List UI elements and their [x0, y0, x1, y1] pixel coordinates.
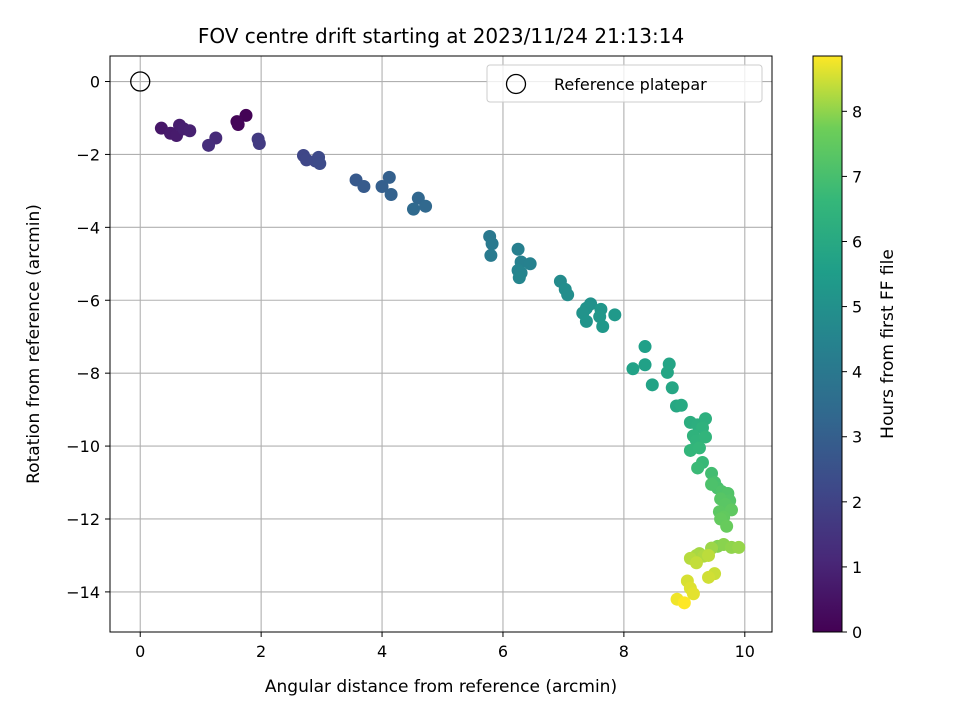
x-axis-label: Angular distance from reference (arcmin)	[265, 677, 617, 697]
drift-point	[626, 362, 640, 376]
drift-point	[384, 188, 398, 202]
drift-point	[512, 271, 526, 285]
reference-point	[130, 71, 151, 92]
y-tick-label: −6	[76, 291, 100, 310]
colorbar-tick-label: 4	[852, 363, 862, 382]
drift-point	[419, 199, 433, 213]
chart-title: FOV centre drift starting at 2023/11/24 …	[198, 24, 684, 48]
x-tick-label: 2	[256, 642, 266, 661]
drift-point	[702, 570, 716, 584]
x-tick-label: 0	[135, 642, 145, 661]
drift-point	[660, 365, 674, 379]
colorbar: 0 1 2 3 4 5 6 7 8 Hours from first FF file	[812, 55, 898, 642]
drift-point	[485, 237, 499, 251]
drift-point	[665, 381, 679, 395]
legend: Reference platepar	[486, 64, 763, 103]
x-tick-label: 10	[735, 642, 755, 661]
y-axis-label: Rotation from reference (arcmin)	[24, 204, 44, 484]
drift-point	[638, 358, 652, 372]
drift-point	[382, 170, 396, 184]
colorbar-gradient	[812, 55, 843, 633]
legend-box	[486, 64, 763, 103]
drift-point	[596, 320, 610, 334]
y-tick-label: −2	[76, 145, 100, 164]
colorbar-ticks: 0 1 2 3 4 5 6 7 8	[842, 102, 862, 642]
x-tick-label: 6	[498, 642, 508, 661]
y-tick-label: −8	[76, 364, 100, 383]
y-tick-label: −10	[66, 437, 100, 456]
drift-point	[239, 108, 253, 122]
drift-point	[313, 157, 327, 171]
colorbar-label: Hours from first FF file	[878, 249, 898, 439]
legend-label: Reference platepar	[554, 75, 707, 94]
drift-point	[705, 477, 719, 491]
drift-point	[202, 138, 216, 152]
drift-point	[677, 596, 691, 610]
drift-point	[692, 441, 706, 455]
colorbar-tick-label: 8	[852, 102, 862, 121]
y-tick-label: −14	[66, 583, 100, 602]
colorbar-tick-label: 5	[852, 298, 862, 317]
drift-point	[698, 430, 712, 444]
drift-point	[686, 587, 700, 601]
colorbar-tick-label: 0	[852, 623, 862, 642]
drift-point	[357, 180, 371, 194]
colorbar-tick-label: 7	[852, 167, 862, 186]
drift-point	[608, 308, 622, 322]
x-axis-ticks: 0 2 4 6 8 10	[135, 632, 755, 661]
colorbar-tick-label: 3	[852, 428, 862, 447]
reference-marker	[130, 71, 151, 92]
y-tick-label: 0	[90, 73, 100, 92]
drift-point	[702, 548, 716, 562]
drift-point	[638, 340, 652, 354]
drift-point	[375, 180, 389, 194]
y-axis-ticks: 0 −2 −4 −6 −8 −10 −12 −14	[66, 73, 110, 602]
x-tick-label: 8	[619, 642, 629, 661]
drift-point	[732, 540, 746, 554]
drift-point	[645, 378, 659, 392]
plot-frame	[109, 55, 773, 633]
drift-point	[593, 310, 607, 324]
drift-point	[579, 314, 593, 328]
scatter-points	[154, 108, 746, 610]
drift-point	[484, 248, 498, 262]
drift-point	[720, 519, 734, 533]
colorbar-tick-label: 2	[852, 493, 862, 512]
colorbar-tick-label: 6	[852, 232, 862, 251]
grid-lines	[110, 56, 772, 632]
drift-point	[183, 124, 197, 138]
drift-point	[252, 136, 266, 150]
colorbar-tick-label: 1	[852, 558, 862, 577]
drift-point	[689, 556, 703, 570]
drift-point	[231, 118, 245, 132]
drift-point	[561, 288, 575, 302]
y-tick-label: −12	[66, 510, 100, 529]
drift-point	[523, 257, 537, 271]
drift-point	[691, 461, 705, 475]
y-tick-label: −4	[76, 218, 100, 237]
legend-marker	[505, 73, 527, 95]
drift-point	[674, 398, 688, 412]
x-tick-label: 4	[377, 642, 387, 661]
drift-point	[406, 202, 420, 216]
drift-point	[511, 242, 525, 256]
